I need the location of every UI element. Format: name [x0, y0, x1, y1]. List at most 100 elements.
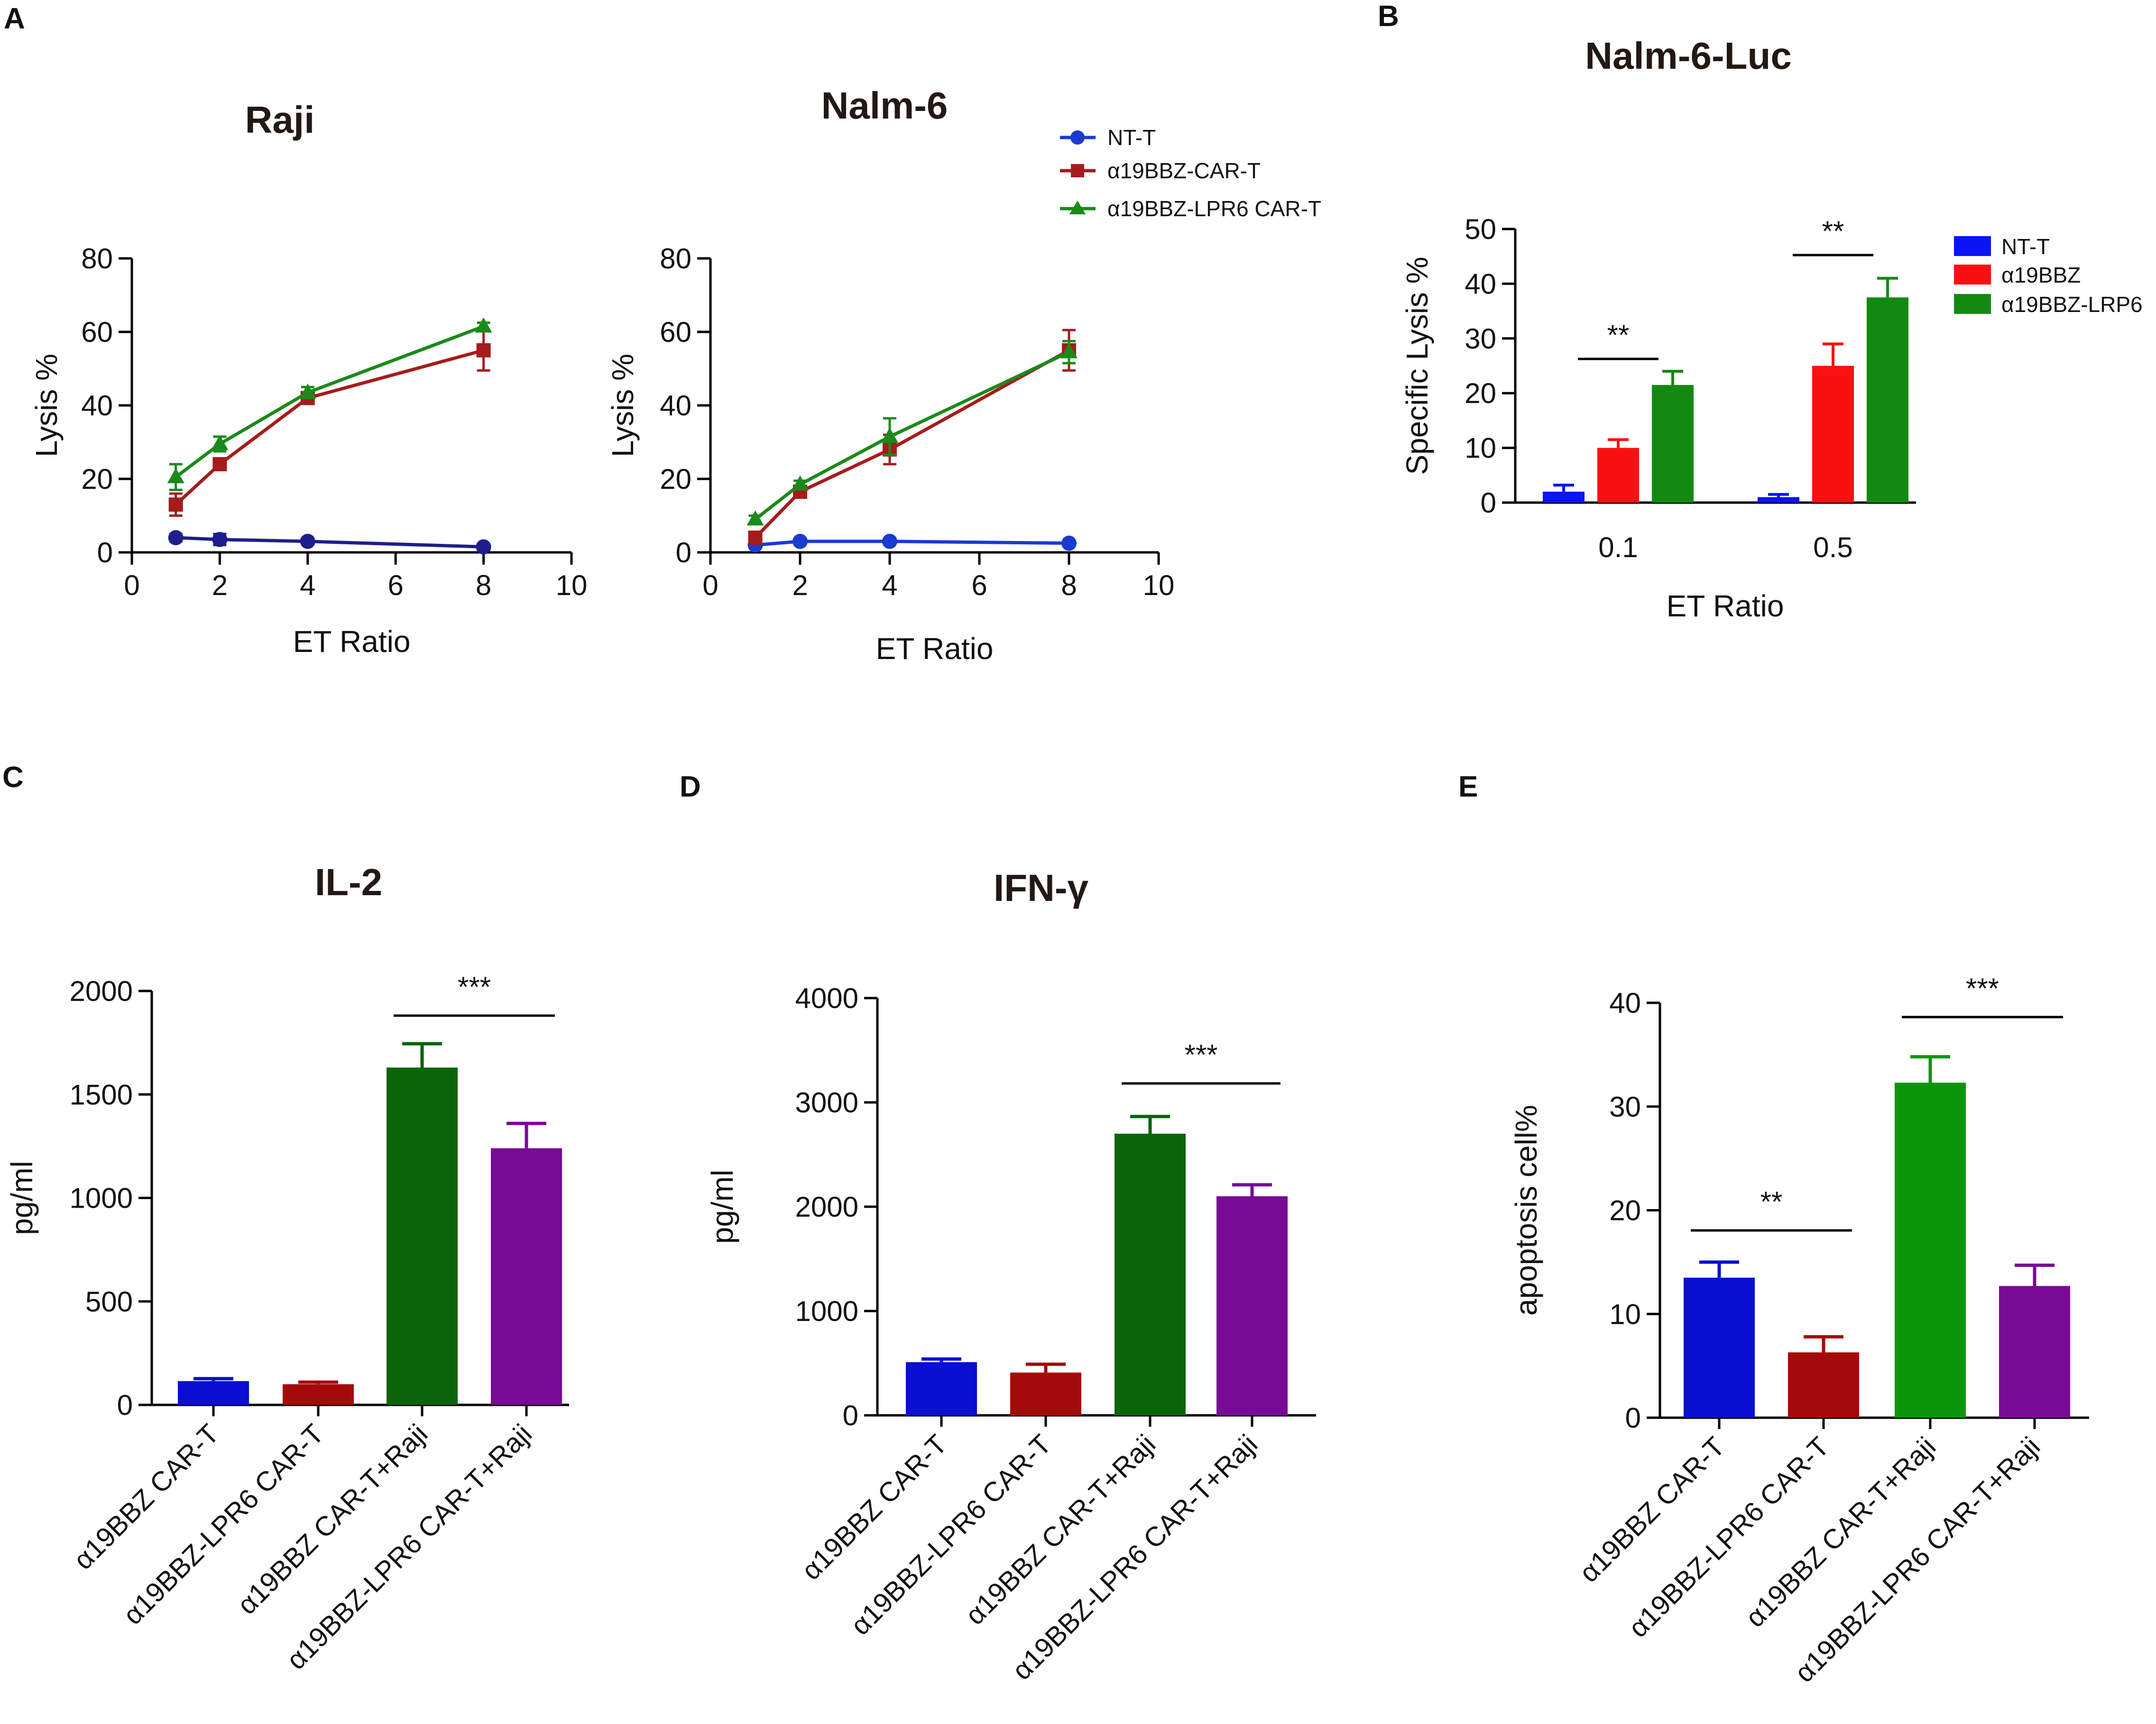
legend-label: α19BBZ-CAR-T — [1107, 158, 1261, 183]
nalm6-data-point — [881, 427, 898, 443]
il2-bar — [491, 1148, 562, 1405]
nalm6luc-significance-label: ** — [1822, 215, 1844, 247]
ifng-title: IFN-γ — [994, 867, 1089, 909]
apoptosis-category-label: α19BBZ-LPR6 CAR-T — [1622, 1431, 1835, 1643]
raji-series-line — [175, 325, 484, 478]
nalm6luc-y-tick-label: 30 — [1465, 323, 1496, 355]
nalm6-data-point — [1060, 343, 1078, 358]
raji-data-point — [211, 435, 229, 450]
ifng-bar — [1216, 1196, 1288, 1415]
nalm6-title: Nalm-6 — [821, 84, 948, 127]
raji-x-tick-label: 0 — [124, 569, 139, 601]
raji-data-point — [167, 468, 184, 484]
nalm6luc-category-label: 0.5 — [1813, 532, 1852, 563]
nalm6-y-tick-label: 20 — [660, 463, 691, 495]
nalm6-x-tick-label: 6 — [971, 569, 987, 601]
ifng-bar — [1010, 1372, 1081, 1415]
il2-y-axis-title: pg/ml — [5, 1161, 39, 1235]
apoptosis-y-tick-label: 20 — [1609, 1195, 1641, 1227]
nalm6-lysis-chart: Nalm-6 0 20 40 60 80 0 2 4 6 8 10 ET Ratio Lysis % — [606, 84, 1174, 666]
ifng-y-axis-title: pg/ml — [705, 1170, 739, 1244]
raji-data-point — [168, 530, 184, 545]
apoptosis-bar — [1895, 1082, 1966, 1418]
nalm6luc-y-tick-label: 40 — [1465, 268, 1496, 300]
nalm6luc-legend-swatch — [1954, 265, 1991, 284]
nalm6-luc-specific-lysis-chart: Nalm-6-Luc 0 10 20 30 40 50 0.1 0.5 ET Ratio Speci… — [1400, 35, 2143, 623]
nalm6-x-tick-label: 4 — [882, 569, 897, 601]
nalm6-series-line — [754, 348, 1070, 539]
apoptosis-y-tick-label: 0 — [1625, 1402, 1641, 1434]
nalm6-y-tick-label: 80 — [660, 243, 691, 275]
raji-title: Raji — [245, 99, 315, 141]
raji-data-point — [476, 539, 491, 555]
apoptosis-y-axis-title: apoptosis cell% — [1509, 1105, 1543, 1316]
il2-category-label: α19BBZ-LPR6 CAR-T — [117, 1418, 330, 1631]
nalm6-x-axis-title: ET Ratio — [876, 632, 994, 666]
panel-label-b: B — [1378, 0, 1399, 33]
raji-y-axis-title: Lysis % — [29, 354, 64, 457]
nalm6-y-tick-label: 40 — [660, 390, 691, 422]
apoptosis-bar — [1999, 1286, 2070, 1418]
lysis-legend: NT-T α19BBZ-CAR-T α19BBZ-LPR6 CAR-T — [1060, 125, 1321, 221]
il2-bar — [387, 1067, 458, 1405]
nalm6-x-tick-label: 0 — [702, 569, 718, 601]
nalm6luc-legend-label: α19BBZ — [2001, 263, 2081, 287]
panel-label-e: E — [1458, 770, 1478, 803]
raji-data-point — [300, 533, 315, 549]
panel-label-d: D — [680, 770, 701, 803]
nalm6-y-tick-label: 0 — [676, 537, 691, 569]
ifng-category-label: α19BBZ CAR-T+Raji — [959, 1429, 1161, 1631]
il2-title: IL-2 — [315, 861, 382, 903]
nalm6luc-y-tick-label: 0 — [1481, 487, 1496, 519]
il2-y-tick-label: 1500 — [70, 1079, 133, 1110]
nalm6-x-tick-label: 10 — [1143, 569, 1175, 601]
nalm6luc-y-tick-label: 20 — [1465, 377, 1496, 409]
nalm6luc-significance-label: ** — [1607, 319, 1630, 351]
legend-label: NT-T — [1107, 125, 1156, 150]
raji-x-tick-label: 4 — [300, 569, 315, 601]
il2-category-label: α19BBZ CAR-T+Raji — [231, 1418, 433, 1620]
legend-marker — [1071, 164, 1084, 177]
nalm6-x-tick-label: 2 — [792, 569, 808, 601]
nalm6-data-point — [748, 531, 763, 545]
ifng-bar — [906, 1362, 977, 1415]
nalm6luc-legend-label: NT-T — [2001, 234, 2050, 259]
il2-bar — [178, 1381, 249, 1405]
nalm6luc-bar — [1543, 491, 1585, 503]
apoptosis-y-tick-label: 30 — [1609, 1091, 1641, 1123]
ifng-significance-label: *** — [1184, 1039, 1217, 1071]
il2-y-tick-label: 2000 — [70, 975, 133, 1007]
ifng-y-tick-label: 1000 — [795, 1295, 858, 1327]
apoptosis-bar — [1788, 1352, 1859, 1418]
raji-y-tick-label: 60 — [81, 316, 113, 348]
nalm6luc-x-axis-title: ET Ratio — [1667, 589, 1784, 623]
raji-y-tick-label: 40 — [81, 390, 113, 422]
apoptosis-significance-label: ** — [1760, 1186, 1783, 1218]
raji-data-point — [475, 317, 492, 333]
panel-label-a: A — [4, 2, 25, 35]
raji-series-line — [175, 536, 484, 549]
raji-y-tick-label: 80 — [81, 243, 113, 275]
il2-significance-label: *** — [458, 971, 491, 1003]
nalm6-y-tick-label: 60 — [660, 316, 691, 348]
ifng-y-tick-label: 2000 — [795, 1191, 858, 1223]
raji-data-point — [168, 497, 183, 512]
apoptosis-category-label: α19BBZ CAR-T+Raji — [1740, 1431, 1942, 1633]
raji-x-tick-label: 8 — [476, 569, 491, 601]
apoptosis-significance-label: *** — [1966, 972, 1999, 1004]
il2-y-tick-label: 500 — [85, 1286, 133, 1318]
nalm6-data-point — [792, 475, 809, 491]
il2-y-tick-label: 0 — [117, 1389, 133, 1421]
nalm6luc-legend-label: α19BBZ-LRP6 — [2001, 292, 2143, 317]
nalm6luc-legend-swatch — [1954, 236, 1991, 256]
legend-marker — [1069, 201, 1086, 214]
nalm6luc-bar — [1812, 366, 1854, 503]
nalm6luc-bar — [1758, 497, 1799, 503]
nalm6-data-point — [792, 533, 808, 549]
nalm6-data-point — [882, 533, 897, 549]
raji-data-point — [212, 532, 228, 547]
